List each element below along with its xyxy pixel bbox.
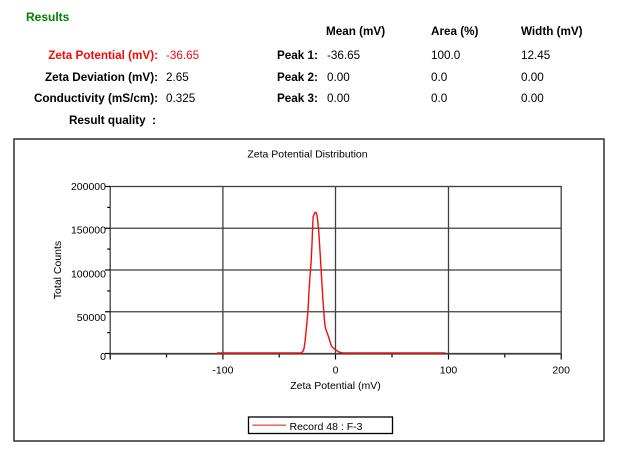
svg-text:0: 0 — [333, 365, 339, 377]
svg-text:0: 0 — [100, 351, 106, 363]
svg-text:100: 100 — [440, 365, 458, 377]
svg-text:Total Counts: Total Counts — [52, 241, 64, 299]
svg-text:200000: 200000 — [71, 181, 106, 193]
svg-text:50000: 50000 — [77, 312, 106, 324]
svg-text:200: 200 — [552, 365, 570, 377]
svg-text:Record 48 : F-3: Record 48 : F-3 — [290, 421, 363, 433]
svg-text:Zeta Potential Distribution: Zeta Potential Distribution — [247, 148, 367, 160]
svg-text:150000: 150000 — [71, 225, 106, 237]
svg-text:-100: -100 — [212, 365, 233, 377]
svg-text:Zeta Potential (mV): Zeta Potential (mV) — [290, 380, 380, 392]
svg-text:100000: 100000 — [71, 268, 106, 280]
